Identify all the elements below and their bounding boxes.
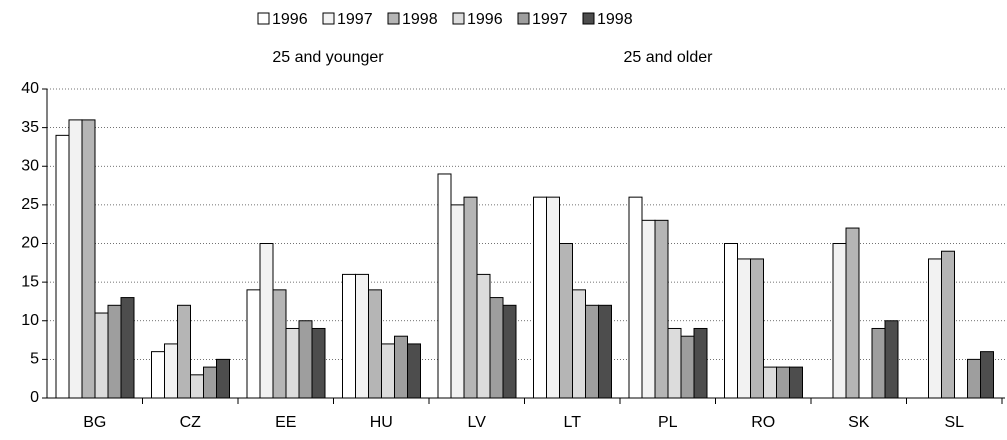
- bar: [164, 343, 178, 399]
- legend-group: 25 and younger: [272, 49, 384, 66]
- x-tick-label: HU: [370, 414, 393, 431]
- bar: [259, 243, 274, 399]
- bar: [203, 366, 217, 399]
- bar: [190, 374, 204, 399]
- bar: [941, 250, 955, 399]
- bar: [285, 327, 300, 399]
- x-tick-label: RO: [751, 414, 775, 431]
- bar: [81, 119, 96, 399]
- bar: [216, 358, 230, 399]
- bar: [628, 196, 643, 399]
- bar: [68, 119, 83, 399]
- bar: [394, 335, 408, 399]
- bar: [693, 327, 708, 399]
- bar: [585, 304, 599, 399]
- legend-group: 25 and older: [624, 49, 714, 66]
- legend-label: 1997: [532, 11, 568, 28]
- legend-label: 1998: [597, 11, 633, 28]
- x-tick-label: LV: [468, 414, 487, 431]
- legend-swatch: [322, 12, 335, 25]
- x-tick-label: CZ: [180, 414, 202, 431]
- bar: [94, 312, 109, 399]
- bar: [463, 196, 478, 399]
- legend-label: 1998: [402, 11, 438, 28]
- bar: [502, 304, 517, 399]
- bar: [489, 297, 504, 399]
- legend-swatch: [582, 12, 595, 25]
- bar: [789, 366, 803, 399]
- bar: [546, 196, 560, 399]
- x-tick-label: BG: [83, 414, 106, 431]
- bar: [55, 134, 70, 399]
- y-tick-label: 5: [30, 351, 39, 368]
- bar: [763, 366, 777, 399]
- bar: [368, 289, 382, 399]
- legend-label: 1997: [337, 11, 373, 28]
- bar: [928, 258, 942, 399]
- bar: [750, 258, 764, 399]
- x-tick-label: EE: [275, 414, 296, 431]
- bar: [381, 343, 395, 399]
- bar: [533, 196, 547, 399]
- y-tick-label: 10: [21, 312, 39, 329]
- bar: [450, 204, 465, 399]
- y-tick-label: 40: [21, 80, 39, 97]
- bar: [871, 327, 886, 399]
- bar: [598, 304, 612, 399]
- bar: [737, 258, 751, 399]
- bar: [845, 227, 860, 399]
- bar: [641, 219, 656, 399]
- bar: [559, 243, 573, 399]
- bar: [298, 320, 313, 399]
- bar: [980, 351, 994, 399]
- bar: [476, 273, 491, 399]
- legend-label: 1996: [272, 11, 308, 28]
- x-tick-label: PL: [658, 414, 678, 431]
- bar: [776, 366, 790, 399]
- legend-label: 1996: [467, 11, 503, 28]
- bar: [724, 243, 738, 399]
- bar: [355, 273, 369, 399]
- bar: [120, 297, 135, 399]
- bar: [884, 320, 899, 399]
- y-tick-label: 35: [21, 119, 39, 136]
- bar: [311, 327, 326, 399]
- bar: [246, 289, 261, 399]
- bar: [832, 243, 847, 399]
- y-tick-label: 0: [30, 389, 39, 406]
- x-tick-label: LT: [564, 414, 582, 431]
- bar: [680, 335, 695, 399]
- x-tick-label: SL: [944, 414, 964, 431]
- y-tick-label: 15: [21, 273, 39, 290]
- bar: [151, 351, 165, 399]
- bar: [177, 304, 191, 399]
- legend-swatch: [257, 12, 270, 25]
- legend-swatch: [387, 12, 400, 25]
- y-tick-label: 20: [21, 235, 39, 252]
- bar: [107, 304, 122, 399]
- bar: [272, 289, 287, 399]
- y-tick-label: 25: [21, 196, 39, 213]
- x-tick-label: SK: [848, 414, 870, 431]
- bar: [342, 273, 356, 399]
- bar: [967, 358, 981, 399]
- bar: [572, 289, 586, 399]
- legend-swatch: [452, 12, 465, 25]
- legend-swatch: [517, 12, 530, 25]
- bar: [407, 343, 421, 399]
- bar: [437, 173, 452, 399]
- y-tick-label: 30: [21, 157, 39, 174]
- bar: [654, 219, 669, 399]
- bar: [667, 327, 682, 399]
